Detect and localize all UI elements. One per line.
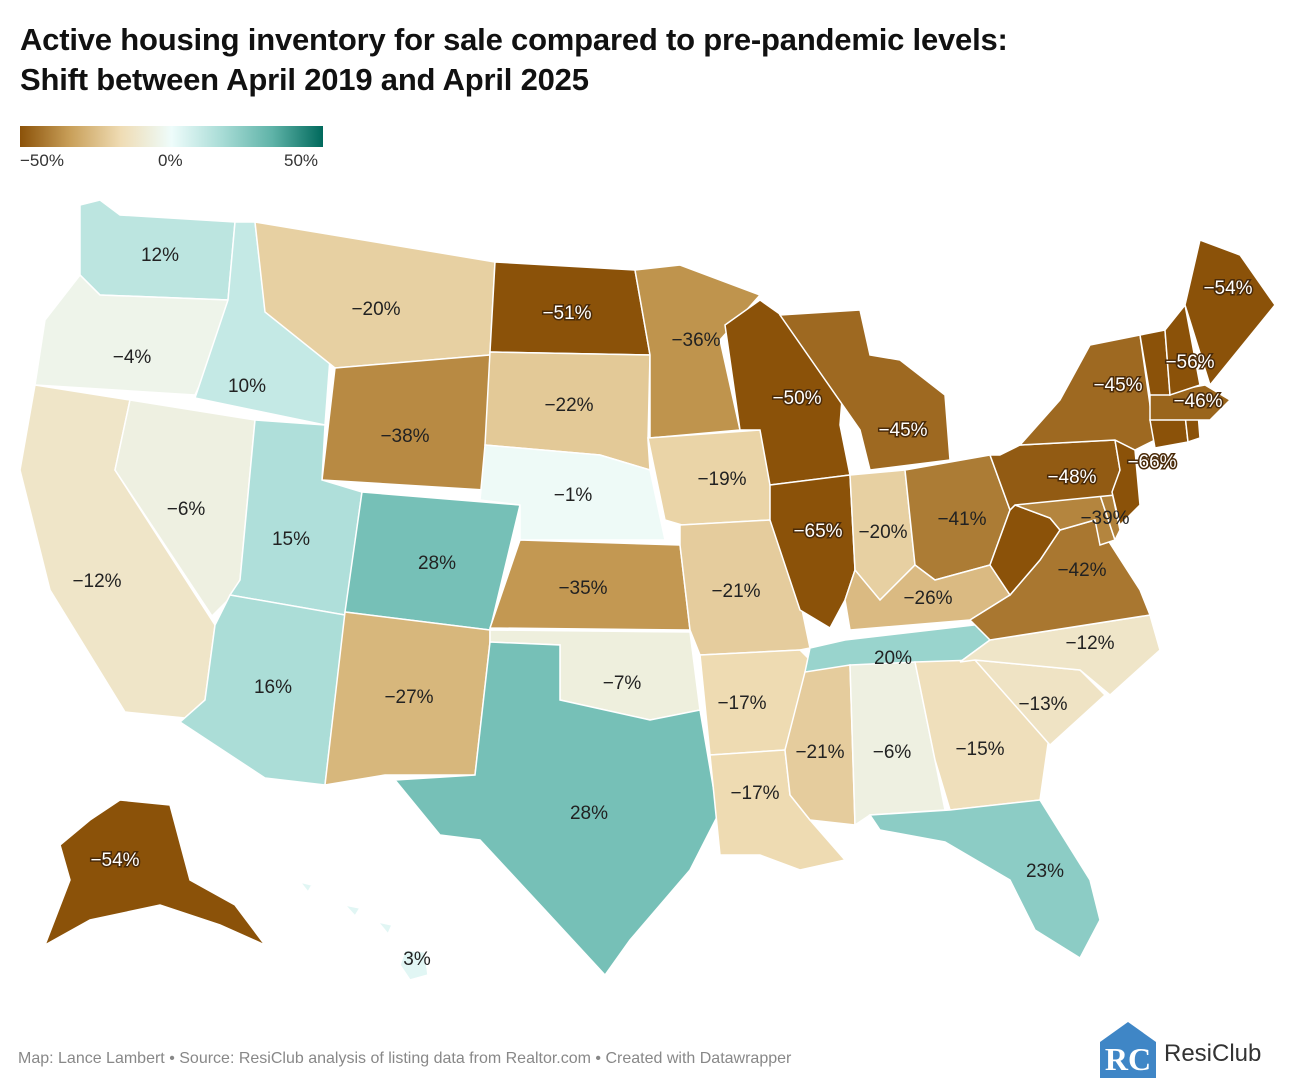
state-label-co: 28%	[418, 553, 456, 574]
state-label-nd: −51%	[542, 303, 591, 324]
state-label-tx: 28%	[570, 803, 608, 824]
resiclub-house-logo-icon: RC	[1100, 1022, 1156, 1078]
state-hi[interactable]	[298, 880, 429, 981]
state-label-va: −42%	[1057, 560, 1106, 581]
state-label-nm: −27%	[384, 687, 433, 708]
state-label-wi: −50%	[772, 388, 821, 409]
state-tx[interactable]	[393, 641, 719, 977]
state-ak[interactable]	[43, 799, 268, 947]
state-label-id: 10%	[228, 376, 266, 397]
state-label-wy: −38%	[380, 426, 429, 447]
state-label-fl: 23%	[1026, 861, 1064, 882]
state-label-nh: −56%	[1165, 352, 1214, 373]
state-mi[interactable]	[778, 309, 951, 471]
legend-mid-label: 0%	[158, 151, 183, 170]
state-label-wa: 12%	[141, 245, 179, 266]
state-label-al: −6%	[873, 742, 912, 763]
legend-min-label: −50%	[20, 151, 64, 170]
state-label-pa: −48%	[1047, 467, 1096, 488]
resiclub-brand: RC ResiClub	[1098, 1020, 1278, 1080]
state-label-il: −65%	[793, 521, 842, 542]
state-label-oh: −41%	[937, 509, 986, 530]
legend-gradient-bar	[20, 126, 323, 147]
state-label-or: −4%	[113, 347, 152, 368]
state-label-nc: −12%	[1065, 633, 1114, 654]
legend-max-label: 50%	[284, 151, 319, 170]
state-label-ms: −21%	[795, 742, 844, 763]
state-fl[interactable]	[868, 799, 1101, 960]
state-label-in: −20%	[858, 522, 907, 543]
footer-credits: Map: Lance Lambert • Source: ResiClub an…	[18, 1050, 792, 1067]
title-line-1: Active housing inventory for sale compar…	[20, 22, 1008, 57]
brand-name: ResiClub	[1164, 1040, 1262, 1067]
state-me[interactable]	[1184, 238, 1276, 387]
state-ny[interactable]	[1018, 334, 1156, 451]
state-label-hi: 3%	[403, 949, 431, 970]
state-label-ar: −17%	[717, 693, 766, 714]
state-label-ma: −46%	[1173, 391, 1222, 412]
logo-letters: RC	[1105, 1041, 1151, 1077]
state-label-ne: −1%	[554, 485, 593, 506]
state-label-ct: −66%	[1127, 452, 1176, 473]
legend-ticks: −50% 0% 50%	[20, 151, 323, 171]
state-label-ok: −7%	[603, 673, 642, 694]
state-label-mi: −45%	[878, 420, 927, 441]
state-label-ia: −19%	[697, 469, 746, 490]
state-label-ga: −15%	[955, 739, 1004, 760]
state-label-me: −54%	[1203, 278, 1252, 299]
state-label-tn: 20%	[874, 648, 912, 669]
state-label-ny: −45%	[1093, 375, 1142, 396]
map-title: Active housing inventory for sale compar…	[20, 20, 1270, 100]
state-ne[interactable]	[479, 444, 666, 541]
state-label-nv: −6%	[167, 499, 206, 520]
color-legend: −50% 0% 50%	[20, 126, 323, 171]
state-label-ut: 15%	[272, 529, 310, 550]
state-label-ak: −54%	[90, 850, 139, 871]
state-nh[interactable]	[1164, 303, 1201, 397]
state-label-mt: −20%	[351, 299, 400, 320]
state-label-ks: −35%	[558, 578, 607, 599]
title-line-2: Shift between April 2019 and April 2025	[20, 62, 589, 97]
state-label-mn: −36%	[671, 330, 720, 351]
state-label-ca: −12%	[72, 571, 121, 592]
state-label-mo: −21%	[711, 581, 760, 602]
state-label-ky: −26%	[903, 588, 952, 609]
state-label-sd: −22%	[544, 395, 593, 416]
state-label-sc: −13%	[1018, 694, 1067, 715]
state-label-la: −17%	[730, 783, 779, 804]
state-mn[interactable]	[634, 264, 762, 439]
state-label-md: −39%	[1080, 508, 1129, 529]
state-label-az: 16%	[254, 677, 292, 698]
state-wy[interactable]	[321, 354, 491, 491]
